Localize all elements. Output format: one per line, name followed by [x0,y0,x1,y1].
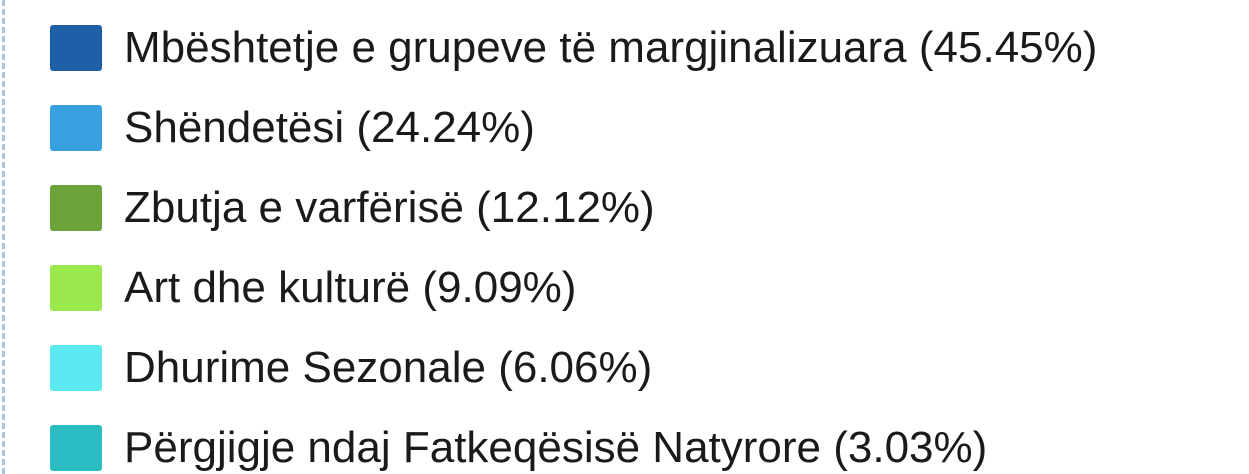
legend-label: Mbështetje e grupeve të margjinalizuara … [124,23,1098,72]
legend-swatch [50,425,102,471]
legend-label: Shëndetësi (24.24%) [124,103,535,152]
legend-item: Përgjigje ndaj Fatkeqësisë Natyrore (3.0… [50,418,987,474]
legend-swatch [50,265,102,311]
dashed-divider [2,0,5,474]
legend-label: Përgjigje ndaj Fatkeqësisë Natyrore (3.0… [124,423,988,472]
legend-item: Mbështetje e grupeve të margjinalizuara … [50,18,1097,78]
legend-label: Zbutja e varfërisë (12.12%) [124,183,655,232]
legend-swatch [50,345,102,391]
legend-item: Shëndetësi (24.24%) [50,98,535,158]
legend-swatch [50,185,102,231]
legend-label: Dhurime Sezonale (6.06%) [124,343,653,392]
legend-item: Art dhe kulturë (9.09%) [50,258,576,318]
legend-swatch [50,105,102,151]
legend-swatch [50,25,102,71]
legend-item: Zbutja e varfërisë (12.12%) [50,178,655,238]
legend-item: Dhurime Sezonale (6.06%) [50,338,652,398]
legend-label: Art dhe kulturë (9.09%) [124,263,577,312]
